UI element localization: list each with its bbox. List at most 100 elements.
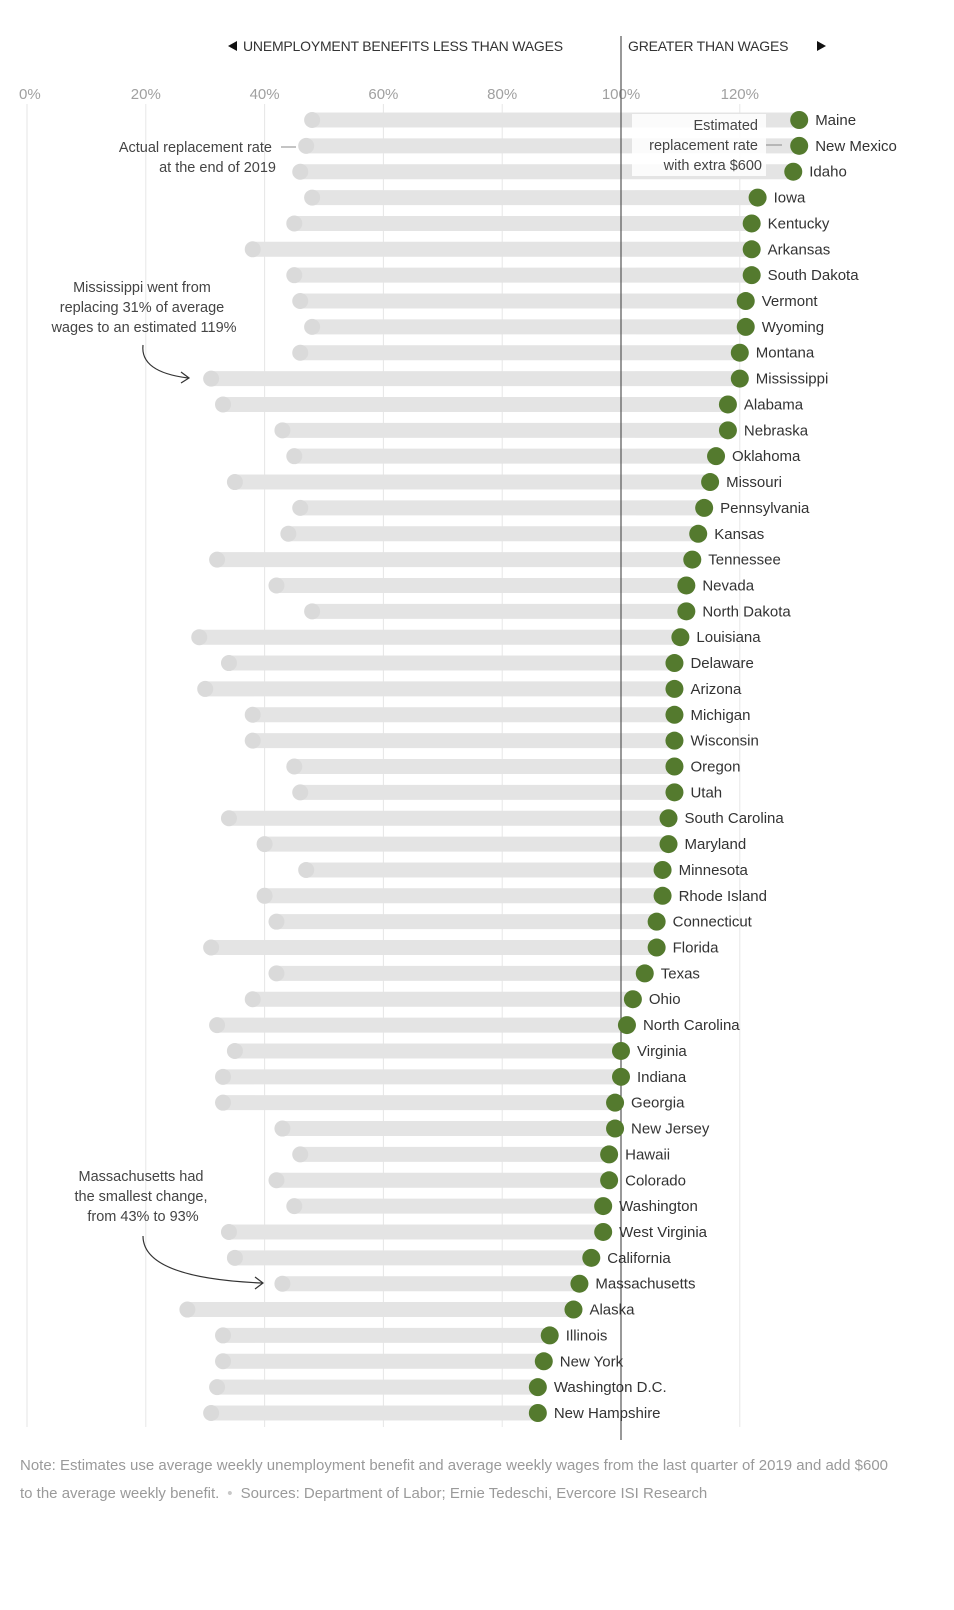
actual-rate-dot [220,1223,237,1240]
annotation-estimated-rate: Estimated replacement rate with extra $6… [649,118,762,174]
state-label: Texas [661,965,700,982]
actual-rate-dot [292,163,309,180]
estimated-rate-dot [623,990,642,1009]
state-label: Delaware [690,655,753,672]
state-label: Illinois [566,1327,608,1344]
state-label: Maine [815,112,856,129]
state-label: Idaho [809,164,847,181]
estimated-rate-dot [528,1378,547,1397]
estimated-rate-dot [540,1326,559,1345]
estimated-rate-dot [748,188,767,207]
x-tick-label: 0% [19,86,41,103]
estimated-rate-dot [665,731,684,750]
estimated-rate-dot [689,524,708,543]
annotation-massachusetts-arrow [142,1235,263,1284]
actual-rate-dot [215,1353,232,1370]
state-label: Nebraska [744,422,809,439]
annotation-mississippi-arrow [142,344,189,379]
annotation-actual-line: Actual replacement rate [119,140,272,156]
state-label: California [607,1250,671,1267]
state-label: Washington D.C. [554,1379,667,1396]
actual-rate-dot [179,1301,196,1318]
actual-rate-dot [215,1094,232,1111]
actual-rate-dot [286,267,303,284]
state-label: Rhode Island [679,888,767,905]
state-label: New Jersey [631,1121,710,1138]
estimated-rate-dot [790,136,809,155]
state-label: Wyoming [762,319,824,336]
actual-rate-dot [209,1379,226,1396]
state-label: Alabama [744,396,804,413]
actual-rate-dot [286,758,303,775]
estimated-rate-dot [582,1248,601,1267]
estimated-rate-dot [600,1145,619,1164]
estimated-rate-dot [534,1352,553,1371]
actual-rate-dot [286,215,303,232]
actual-rate-dot [274,1120,291,1137]
estimated-rate-dot [635,964,654,983]
estimated-rate-dot [718,421,737,440]
estimated-rate-dot [665,654,684,673]
note-text: Note: Estimates use average weekly unemp… [20,1457,889,1502]
x-tick-label: 40% [250,86,280,103]
state-label: Alaska [589,1302,635,1319]
estimated-rate-dot [677,602,696,621]
arrowhead-icon [254,1276,264,1290]
estimated-rate-dot [653,886,672,905]
state-label: Mississippi [756,371,829,388]
actual-rate-dot [292,1146,309,1163]
actual-rate-dot [292,344,309,361]
actual-rate-dot [215,396,232,413]
state-label: Connecticut [673,914,753,931]
estimated-rate-dot [730,343,749,362]
estimated-rate-dot [665,757,684,776]
actual-rate-dot [268,577,285,594]
state-label: Washington [619,1198,698,1215]
actual-rate-dot [244,732,261,749]
estimated-rate-dot [528,1404,547,1422]
state-label: Michigan [690,707,750,724]
estimated-rate-dot [594,1222,613,1241]
estimated-rate-dot [742,240,761,259]
actual-rate-dot [298,861,315,878]
actual-rate-dot [280,525,297,542]
state-label: Pennsylvania [720,500,810,517]
state-label: Massachusetts [595,1276,695,1293]
actual-rate-dot [203,939,220,956]
actual-rate-dot [244,991,261,1008]
state-label: West Virginia [619,1224,707,1241]
annotation-massachusetts-line: Massachusetts had [79,1169,204,1185]
dots [528,111,809,1422]
estimated-rate-dot [790,111,809,129]
state-label: North Dakota [702,603,791,620]
state-label: South Carolina [685,810,785,827]
state-label: Hawaii [625,1146,670,1163]
estimated-rate-dot [683,550,702,569]
annotation-estimated-line: replacement rate [649,138,758,154]
state-label: Oklahoma [732,448,801,465]
state-label: Vermont [762,293,819,310]
actual-rate-dot [268,965,285,982]
x-tick-label: 80% [487,86,517,103]
estimated-rate-dot [677,576,696,595]
estimated-rate-dot [742,214,761,233]
annotation-massachusetts-line: from 43% to 93% [87,1209,198,1225]
estimated-rate-dot [665,679,684,698]
estimated-rate-dot [594,1197,613,1216]
actual-rate-dot [256,887,273,904]
estimated-rate-dot [606,1093,625,1112]
estimated-rate-dot [730,369,749,388]
actual-rate-dot [298,137,315,154]
actual-rate-dot [226,474,243,491]
state-label: Indiana [637,1069,687,1086]
actual-rate-dot [286,1198,303,1215]
actual-rate-dot [209,1017,226,1034]
state-label: South Dakota [768,267,860,284]
state-label: Minnesota [679,862,749,879]
state-label: Florida [673,940,720,957]
estimated-rate-dot [659,835,678,854]
actual-rate-dot [226,1249,243,1266]
actual-rate-dot [274,1275,291,1292]
state-label: New York [560,1353,624,1370]
left-arrow-icon [228,41,237,51]
